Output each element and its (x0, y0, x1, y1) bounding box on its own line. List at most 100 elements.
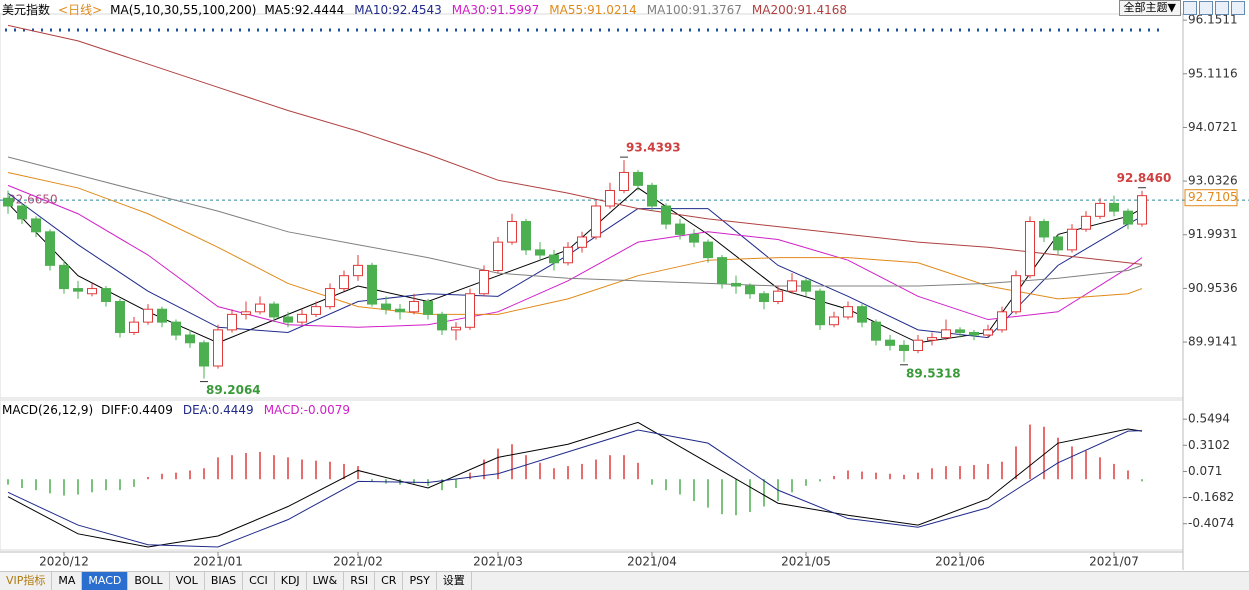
icon-button[interactable] (1215, 1, 1229, 15)
candle-body (941, 329, 951, 339)
ma-legend-entry: MA30:91.5997 (451, 2, 540, 17)
macd-line (7, 429, 1143, 548)
indicator-tab[interactable]: BIAS (205, 572, 244, 590)
candle-body (17, 205, 27, 220)
macd-line (7, 421, 1143, 548)
candle-body (381, 303, 391, 310)
theme-button[interactable]: 全部主题▼ (1118, 0, 1181, 16)
indicator-tab[interactable]: CR (375, 572, 404, 590)
candle-body (759, 293, 769, 302)
candle-body (87, 288, 97, 295)
ma-line (7, 24, 1143, 265)
candle-body (1095, 202, 1105, 217)
candle-body (1053, 236, 1063, 251)
candle-body (227, 313, 237, 331)
ma-line (7, 184, 1143, 328)
indicator-tabs: VIP指标 MA MACD BOLL VOL BIAS CCI KDJ LW& RSI CR PSY 设… (0, 571, 1249, 590)
reference-label: 92.6650 (8, 193, 58, 207)
candle-body (185, 334, 195, 344)
candle-body (549, 254, 559, 264)
ma-legend: MA5:92.4444 MA10:92.4543 MA30:91.5997 MA55:… (264, 3, 847, 17)
candle-body (675, 223, 685, 235)
candle-body (199, 342, 209, 367)
candle-body (423, 300, 433, 315)
candle-body (647, 184, 657, 207)
x-tick-label: 2021/07 (1089, 555, 1139, 569)
icon-button[interactable] (1231, 1, 1245, 15)
candle-body (885, 339, 895, 346)
candle-body (1011, 275, 1021, 313)
indicator-tab[interactable]: MACD (82, 572, 129, 590)
candle-body (857, 306, 867, 323)
macd-panel (0, 399, 1184, 551)
candle-body (3, 197, 13, 207)
ma-line (7, 171, 1143, 315)
annotation-label: 89.5318 (906, 366, 961, 380)
candle-body (913, 339, 923, 352)
macd-legend-entry: DEA:0.4449 (182, 403, 254, 417)
candle-body (1039, 220, 1049, 238)
candle-body (591, 205, 601, 238)
candle-body (1067, 228, 1077, 251)
toolbar: 全部主题▼ (1118, 0, 1245, 16)
candle-body (465, 293, 475, 328)
candle-body (143, 308, 153, 323)
icon-button[interactable] (1199, 1, 1213, 15)
x-tick-label: 2021/05 (781, 555, 831, 569)
indicator-tab[interactable]: RSI (344, 572, 376, 590)
indicator-tab[interactable]: MA (52, 572, 83, 590)
candle-body (871, 321, 881, 341)
candle-body (339, 275, 349, 290)
indicator-tab[interactable]: BOLL (128, 572, 170, 590)
candle-body (969, 331, 979, 336)
candle-body (997, 311, 1007, 331)
ma-legend-entry: MA55:91.0214 (549, 2, 637, 17)
y-tick-label: -0.1682 (1188, 490, 1234, 504)
ma-line (7, 192, 1143, 339)
period[interactable]: <日线> (58, 3, 103, 17)
ma-params[interactable]: MA(5,10,30,55,100,200) (110, 2, 257, 17)
ma-legend-entry: MA200:91.4168 (751, 2, 848, 17)
candle-body (717, 257, 727, 284)
icon-button[interactable] (1183, 1, 1197, 15)
indicator-tab[interactable]: KDJ (275, 572, 307, 590)
indicator-tab[interactable]: VIP指标 (0, 572, 53, 590)
ma-legend-entry: MA100:91.3767 (646, 2, 742, 17)
indicator-tab[interactable]: CCI (243, 572, 275, 590)
candle-body (479, 270, 489, 295)
y-tick-label: 93.0326 (1188, 174, 1238, 188)
y-tick-label: 94.0721 (1188, 120, 1238, 134)
indicator-tab[interactable]: 设置 (437, 572, 472, 590)
candle-body (59, 264, 69, 290)
candle-body (1025, 220, 1035, 277)
macd-header: MACD(26,12,9) DIFF:0.4409 DEA:0.4449 MACD:… (2, 403, 350, 417)
x-tick-label: 2021/04 (627, 555, 677, 569)
x-tick-label: 2020/12 (39, 555, 89, 569)
candle-body (1137, 195, 1147, 225)
candle-body (241, 311, 251, 315)
candle-body (843, 306, 853, 318)
candle-body (787, 280, 797, 292)
candle-body (213, 329, 223, 367)
indicator-tab[interactable]: VOL (170, 572, 205, 590)
candle-body (605, 190, 615, 207)
y-tick-label: 90.9536 (1188, 281, 1238, 295)
candle-body (731, 282, 741, 287)
candle-body (1109, 202, 1119, 212)
candle-body (395, 308, 405, 313)
annotation-label: 93.4393 (626, 141, 681, 155)
candle-body (311, 306, 321, 315)
y-tick-label: 0.071 (1188, 464, 1222, 478)
indicator-tab[interactable]: LW& (307, 572, 345, 590)
candle-body (535, 249, 545, 256)
y-tick-label: -0.4074 (1188, 516, 1234, 530)
price-header: 美元指数 <日线> MA(5,10,30,55,100,200) MA5:92.… (2, 1, 847, 18)
indicator-tab[interactable]: PSY (403, 572, 437, 590)
candle-body (927, 337, 937, 341)
y-tick-label: 96.1511 (1188, 13, 1238, 27)
ma-legend-entry: MA5:92.4444 (264, 2, 345, 17)
macd-legend: DIFF:0.4409 DEA:0.4449 MACD:-0.0079 (101, 403, 350, 417)
candle-body (129, 321, 139, 333)
